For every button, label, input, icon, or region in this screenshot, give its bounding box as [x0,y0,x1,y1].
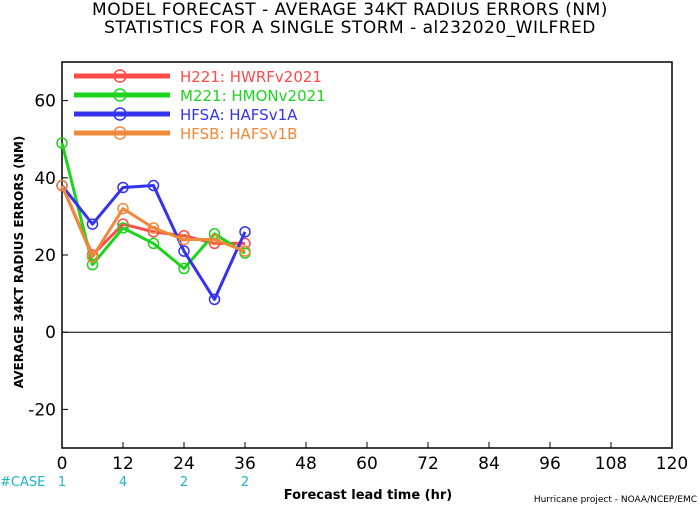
legend-swatch-marker [113,69,127,83]
x-axis-label: Forecast lead time (hr) [284,488,452,503]
case-count: 1 [58,475,66,490]
series-point [147,179,160,192]
x-tick-label: 96 [539,454,561,474]
series-point [56,179,68,192]
legend-swatch-marker [113,107,127,121]
series-line [60,142,246,271]
x-tick-label: 72 [417,454,439,474]
series-point [208,293,221,306]
legend-swatch-marker [113,88,127,102]
series-1 [56,137,251,275]
legend-label: HFSA: HAFSv1A [180,106,298,124]
case-count: 2 [180,475,188,490]
y-axis-label: AVERAGE 34KT RADIUS ERRORS (NM) [12,136,26,388]
x-tick-label: 120 [656,454,688,474]
legend-item: M221: HMONv2021 [74,87,326,105]
x-tick-label: 12 [112,454,134,474]
y-axis-ticks: 60 40 20 0 -20 [28,92,68,420]
credit-label: Hurricane project - NOAA/NCEP/EMC [534,495,697,505]
series-point [86,251,99,263]
case-count: 4 [119,475,127,490]
series-point [178,233,190,246]
legend-label: M221: HMONv2021 [180,87,326,105]
series-point [178,245,190,257]
legend-item: H221: HWRFv2021 [74,68,322,86]
x-tick-label: 84 [478,454,500,474]
series-point [86,258,99,271]
x-tick-label: 48 [295,454,317,474]
x-tick-label: 108 [595,454,627,474]
plot-frame [61,61,673,449]
y-tick-label: 40 [34,169,56,189]
series-3 [56,179,251,263]
series-point [117,181,129,194]
x-axis-ticks: 0 12 24 36 48 60 72 84 96 108 120 [57,442,688,474]
series-point [86,218,99,230]
series-point [147,222,160,234]
series-point [117,222,129,234]
legend-label: HFSB: HAFSv1B [180,125,297,143]
y-tick-label: 0 [45,323,56,343]
legend-label: H221: HWRFv2021 [180,68,322,86]
chart-subtitle: STATISTICS FOR A SINGLE STORM - al232020… [104,18,596,38]
legend-swatch-marker [113,126,127,140]
series-point [239,226,251,238]
y-tick-label: 60 [34,92,56,112]
x-tick-label: 36 [234,454,256,474]
y-tick-label: 20 [34,246,56,266]
series-line [60,184,246,259]
legend-item: HFSA: HAFSv1A [74,106,298,124]
legend-item: HFSB: HAFSv1B [74,125,297,143]
case-label: #CASE [0,475,45,490]
x-tick-label: 60 [356,454,378,474]
case-count: 2 [241,475,249,490]
x-tick-label: 0 [57,454,68,474]
series-point [147,237,160,250]
series-point [117,202,129,215]
chart-title: MODEL FORECAST - AVERAGE 34KT RADIUS ERR… [92,0,608,20]
series-line [60,184,247,301]
series-layer [56,137,251,306]
case-counts: 1 4 2 2 [58,475,249,490]
series-point [208,233,221,246]
y-tick-label: -20 [28,400,56,420]
x-tick-label: 24 [173,454,195,474]
series-point [239,245,251,257]
series-point [56,137,68,149]
series-point [178,262,190,275]
